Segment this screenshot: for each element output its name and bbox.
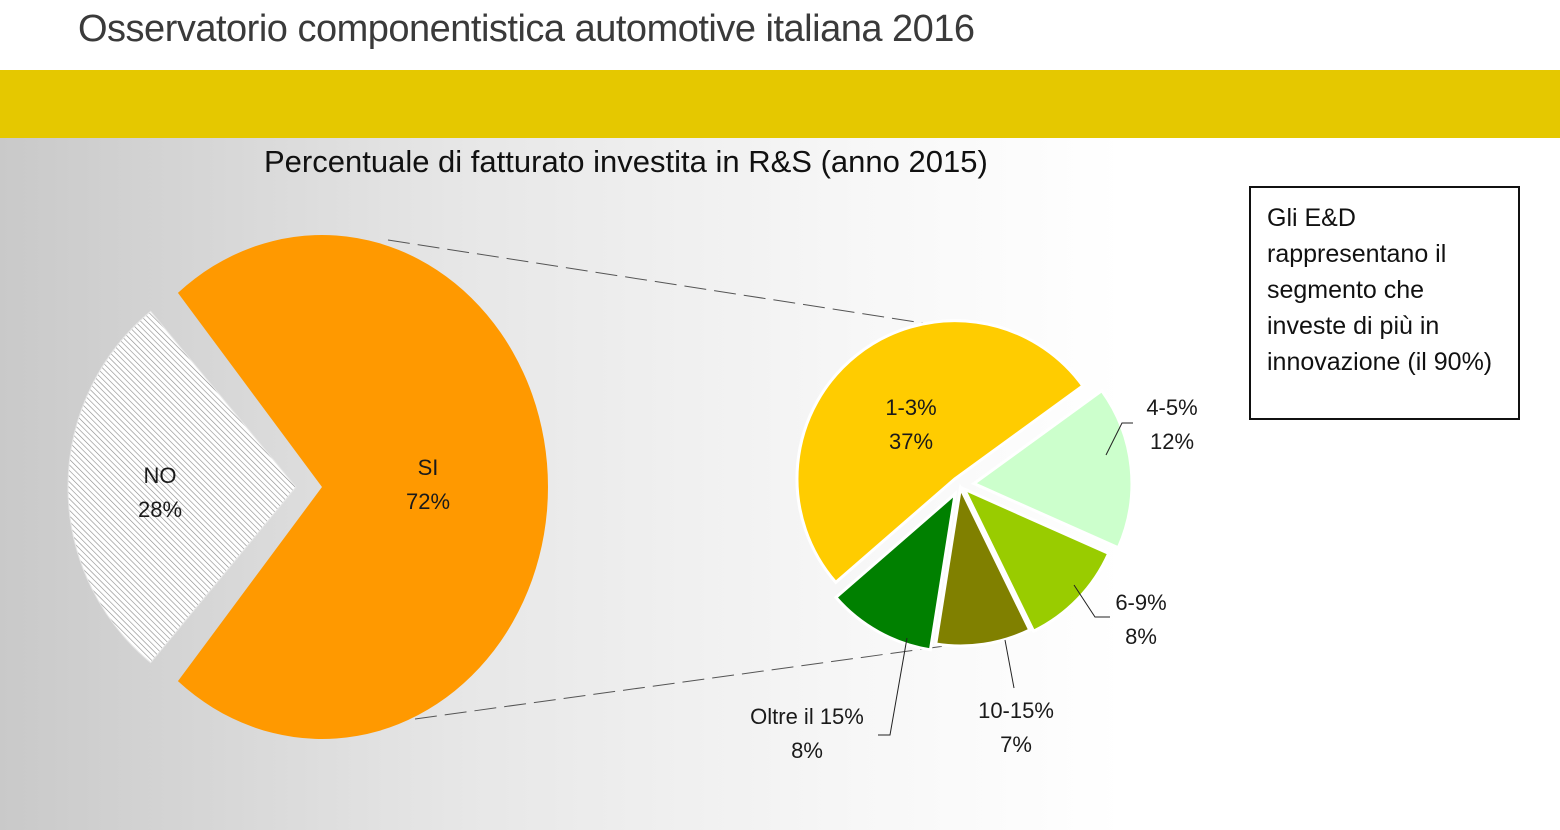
connector-line-top — [387, 239, 969, 331]
slice-4-5-category-label: 4-5% — [1146, 395, 1197, 420]
pie-slice-oltre-il-15 — [833, 489, 958, 652]
main-pie — [67, 235, 548, 739]
pie-slice-si — [177, 235, 548, 739]
pie-slice-6-9 — [961, 486, 1111, 634]
slice-4-5-value-label: 12% — [1150, 429, 1194, 454]
leader-line-6-9 — [1073, 584, 1110, 618]
slice-1-3-value-label: 37% — [889, 429, 933, 454]
slice-10-15-value-label: 7% — [1000, 732, 1032, 757]
pie-slice-4-5 — [970, 388, 1134, 550]
header: Osservatorio componentistica automotive … — [0, 0, 1560, 70]
leader-line-4-5 — [1105, 422, 1133, 456]
pie-slice-10-15 — [934, 483, 1032, 648]
slice-10-15-category-label: 10-15% — [978, 698, 1054, 723]
slice-6-9-category-label: 6-9% — [1115, 590, 1166, 615]
pie-slice-1-3 — [795, 319, 1085, 585]
si-category-label: SI — [418, 455, 439, 480]
slice-oltre-il-15-category-label: Oltre il 15% — [750, 704, 864, 729]
slice-1-3-category-label: 1-3% — [885, 395, 936, 420]
leader-line-oltre-il-15 — [878, 637, 908, 736]
si-value-label: 72% — [406, 489, 450, 514]
leader-line-10-15 — [1004, 639, 1015, 689]
slice-labels: SI 72% NO 28% 1-3% 37% 4-5% 12% 6-9% 8% 10-15% 7% Ol… — [138, 395, 1198, 763]
connector-line-bottom — [414, 644, 953, 720]
no-category-label: NO — [144, 463, 177, 488]
slice-6-9-value-label: 8% — [1125, 624, 1157, 649]
leader-lines — [878, 422, 1133, 736]
breakdown-pie — [795, 319, 1134, 652]
note-box: Gli E&D rappresentano il segmento che in… — [1249, 186, 1520, 420]
header-title: Osservatorio componentistica automotive … — [78, 8, 975, 50]
pie-slice-no — [67, 310, 297, 664]
connector-lines — [387, 239, 969, 720]
chart-title: Percentuale di fatturato investita in R&… — [264, 144, 988, 179]
slice-oltre-il-15-value-label: 8% — [791, 738, 823, 763]
no-value-label: 28% — [138, 497, 182, 522]
header-band — [0, 70, 1560, 138]
